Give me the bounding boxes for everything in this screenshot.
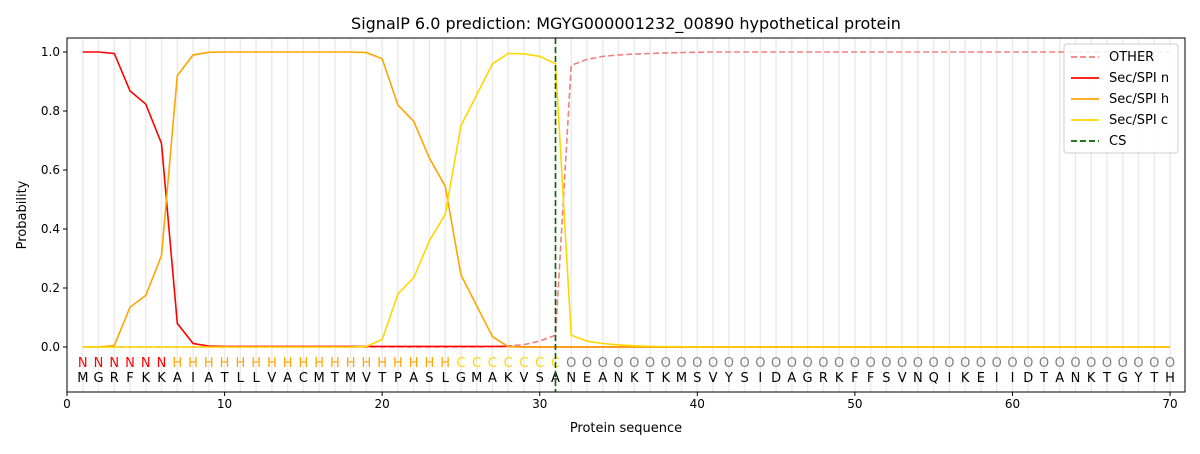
y-tick-label: 1.0 (41, 45, 60, 59)
region-label: C (519, 356, 528, 371)
region-label: H (409, 356, 419, 371)
region-label: O (992, 356, 1002, 371)
region-label: C (472, 356, 481, 371)
region-label: O (1007, 356, 1017, 371)
region-label: O (960, 356, 970, 371)
region-label: O (1118, 356, 1128, 371)
legend-box (1063, 43, 1179, 154)
region-label: H (330, 356, 340, 371)
legend-label: Sec/SPI n (1109, 71, 1169, 86)
region-label: N (94, 356, 104, 371)
region-label: N (157, 356, 167, 371)
region-label: N (125, 356, 135, 371)
region-label: O (976, 356, 986, 371)
region-label: H (172, 356, 182, 371)
chart-title: SignalP 6.0 prediction: MGYG000001232_00… (351, 14, 901, 34)
region-label: O (850, 356, 860, 371)
y-tick-label: 0.8 (41, 104, 60, 118)
region-label: O (1070, 356, 1080, 371)
x-tick-label: 50 (847, 397, 862, 411)
region-label: O (913, 356, 923, 371)
y-tick-label: 0.6 (41, 163, 60, 177)
legend-label: Sec/SPI c (1109, 113, 1168, 128)
region-label: H (298, 356, 308, 371)
region-label: O (881, 356, 891, 371)
x-tick-label: 70 (1162, 397, 1177, 411)
region-label: O (598, 356, 608, 371)
region-label: N (78, 356, 88, 371)
region-label: H (393, 356, 403, 371)
region-label: O (661, 356, 671, 371)
y-axis-label: Probability (15, 180, 30, 249)
region-label: H (220, 356, 230, 371)
region-label: O (1023, 356, 1033, 371)
region-label: C (535, 356, 544, 371)
region-label: O (1086, 356, 1096, 371)
y-tick-label: 0.4 (41, 222, 60, 236)
x-tick-label: 40 (690, 397, 705, 411)
legend-label: Sec/SPI h (1109, 92, 1169, 107)
x-tick-label: 30 (532, 397, 547, 411)
region-label: H (362, 356, 372, 371)
region-label: N (141, 356, 151, 371)
region-label: H (251, 356, 261, 371)
region-label: O (818, 356, 828, 371)
region-label: C (504, 356, 513, 371)
region-label: O (1055, 356, 1065, 371)
region-label: O (1165, 356, 1175, 371)
region-label: O (866, 356, 876, 371)
x-axis-label: Protein sequence (570, 421, 682, 436)
region-label: C (488, 356, 497, 371)
x-tick-label: 0 (63, 397, 71, 411)
region-label: O (834, 356, 844, 371)
x-tick-label: 20 (375, 397, 390, 411)
x-tick-label: 60 (1005, 397, 1020, 411)
y-tick-label: 0.0 (41, 340, 60, 354)
region-label: O (787, 356, 797, 371)
region-label: O (629, 356, 639, 371)
region-label: O (929, 356, 939, 371)
series-line-other (82, 51, 1170, 348)
region-label: H (440, 356, 450, 371)
legend-label: OTHER (1109, 50, 1154, 65)
region-label: O (676, 356, 686, 371)
plot-frame (66, 37, 1186, 393)
region-label: O (1133, 356, 1143, 371)
legend-label: CS (1109, 134, 1126, 149)
region-label: O (1102, 356, 1112, 371)
region-label: O (724, 356, 734, 371)
region-label: O (566, 356, 576, 371)
region-label: H (283, 356, 293, 371)
region-label: O (645, 356, 655, 371)
region-label: H (377, 356, 387, 371)
x-tick-label: 10 (217, 397, 232, 411)
region-label: C (456, 356, 465, 371)
protein-sequence: MGRFKKAIATLLVACMTMVTPASLGMAKVSANEANKTKMS… (77, 371, 1175, 386)
region-label: H (267, 356, 277, 371)
y-tick-label: 0.2 (41, 281, 60, 295)
region-label: O (708, 356, 718, 371)
region-label: O (692, 356, 702, 371)
region-label: H (425, 356, 435, 371)
region-label: O (944, 356, 954, 371)
region-label: O (897, 356, 907, 371)
region-label: O (739, 356, 749, 371)
region-label: O (582, 356, 592, 371)
region-label: O (802, 356, 812, 371)
region-label: H (204, 356, 214, 371)
series-line-sec-spi-h (82, 51, 1170, 348)
region-label: O (613, 356, 623, 371)
region-label: H (346, 356, 356, 371)
series-line-sec-spi-c (82, 52, 1170, 348)
region-label: O (1149, 356, 1159, 371)
region-label: O (755, 356, 765, 371)
region-label: O (1039, 356, 1049, 371)
region-label: H (235, 356, 245, 371)
region-label: H (314, 356, 324, 371)
series-line-sec-spi-n (82, 51, 1170, 348)
region-label: O (771, 356, 781, 371)
region-label: H (188, 356, 198, 371)
region-label: N (109, 356, 119, 371)
